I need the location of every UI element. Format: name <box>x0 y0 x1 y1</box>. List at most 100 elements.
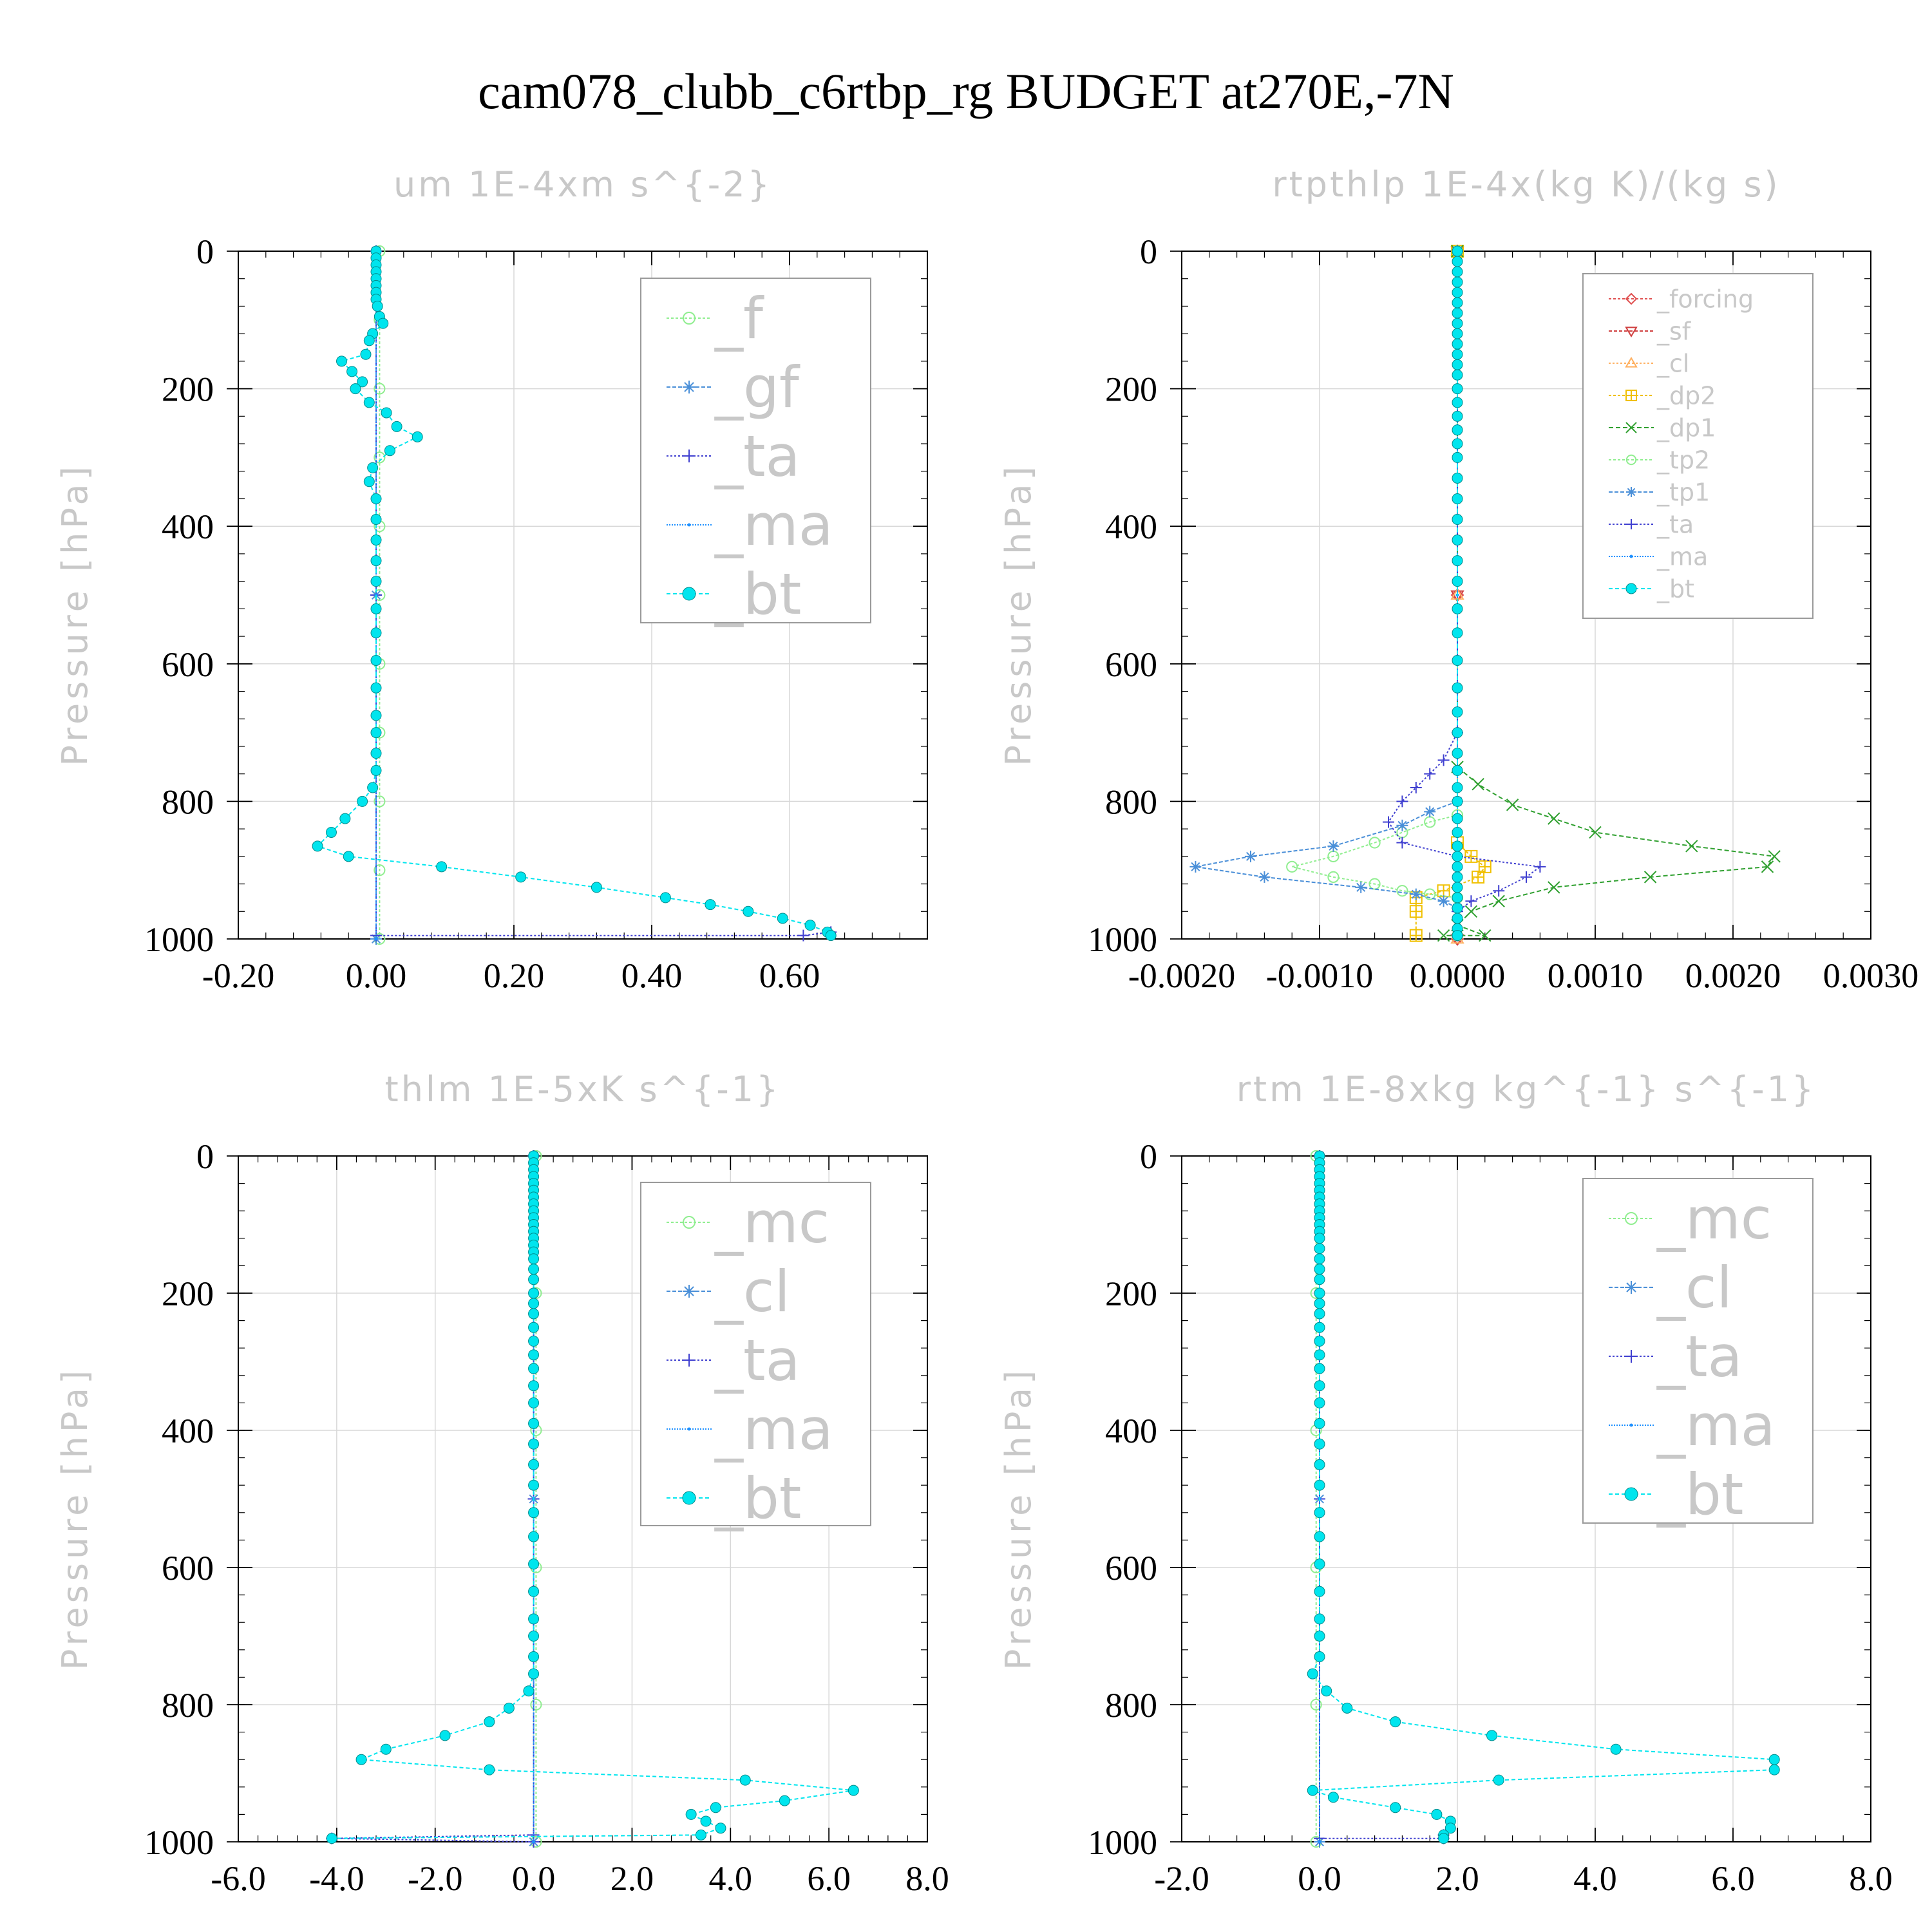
data-point <box>350 383 361 395</box>
data-point <box>1610 1743 1622 1755</box>
data-point <box>528 1349 540 1361</box>
legend-marker <box>1625 1281 1638 1294</box>
data-point <box>370 493 382 504</box>
y-tick-label: 200 <box>1105 370 1157 409</box>
data-point <box>1314 1631 1325 1642</box>
series <box>1383 245 1546 942</box>
data-point <box>1314 1586 1325 1597</box>
data-point <box>743 905 754 917</box>
data-point <box>1314 1613 1325 1625</box>
legend-label: _cl <box>714 1258 790 1325</box>
legend-marker <box>683 381 696 393</box>
y-tick-label: 800 <box>1105 1686 1157 1725</box>
x-tick-label: 0.0 <box>1298 1859 1341 1898</box>
data-point <box>1478 860 1492 873</box>
data-point <box>685 1808 697 1820</box>
data-point <box>1548 812 1560 825</box>
y-tick-label: 800 <box>162 1686 214 1725</box>
data-point <box>1452 424 1463 436</box>
data-point <box>370 654 382 666</box>
data-point <box>1314 1233 1325 1244</box>
legend-marker <box>682 587 696 601</box>
chart-panel: -2.0 0.0 2.0 4.0 6.0 8.0 0 200 400 600 800 1000 rtm … <box>998 1069 1893 1898</box>
data-point <box>363 335 375 346</box>
legend-label: _ta <box>1656 510 1694 538</box>
legend-label: _ma <box>1656 542 1708 571</box>
data-point <box>1314 1298 1325 1309</box>
legend-marker <box>1629 554 1633 558</box>
data-point <box>528 1264 540 1275</box>
series-line <box>1291 251 1458 936</box>
data-point <box>1452 397 1463 408</box>
data-point <box>1452 902 1463 914</box>
data-point <box>528 1321 540 1333</box>
y-tick-label: 1000 <box>144 920 214 959</box>
legend-marker <box>683 1216 696 1229</box>
data-point <box>1452 451 1463 463</box>
data-point <box>1314 1651 1325 1662</box>
y-tick-label: 200 <box>1105 1274 1157 1313</box>
data-point <box>528 1417 540 1429</box>
legend-label: _f <box>714 285 764 352</box>
data-point <box>370 682 382 694</box>
data-point <box>374 383 386 395</box>
series <box>312 245 837 942</box>
legend-box <box>1582 1178 1814 1524</box>
y-tick-label: 400 <box>1105 1412 1157 1450</box>
data-point <box>1410 888 1422 900</box>
series-line <box>1387 251 1542 936</box>
data-point <box>1452 840 1463 852</box>
data-point <box>1314 1336 1325 1347</box>
legend-marker <box>1625 454 1637 466</box>
series <box>1437 245 1781 942</box>
data-point <box>1452 493 1463 504</box>
x-tick-label: 4.0 <box>709 1859 753 1898</box>
data-point <box>1424 888 1436 900</box>
series-line <box>1415 251 1486 936</box>
data-point <box>659 892 671 904</box>
data-point <box>1409 905 1423 918</box>
y-axis-label: Pressure [hPa] <box>55 462 95 766</box>
data-point <box>374 593 378 597</box>
data-point <box>1452 871 1463 883</box>
data-point <box>848 1785 859 1796</box>
data-point <box>325 826 337 838</box>
y-tick-label: 200 <box>162 370 214 409</box>
data-point <box>1452 297 1463 308</box>
data-point <box>1390 1802 1401 1814</box>
data-point <box>1368 837 1381 849</box>
data-point <box>1314 1274 1325 1285</box>
data-point <box>370 576 382 587</box>
data-point <box>339 813 351 824</box>
data-point <box>370 514 382 526</box>
x-tick-label: 6.0 <box>807 1859 851 1898</box>
legend-box <box>640 278 871 623</box>
plot-frame <box>1181 251 1871 940</box>
data-point <box>1452 706 1463 718</box>
y-tick-label: 1000 <box>1088 920 1157 959</box>
data-point <box>528 1438 540 1450</box>
data-point <box>370 555 382 567</box>
x-tick-label: 0.0010 <box>1548 956 1643 995</box>
data-point <box>1452 266 1463 278</box>
data-point <box>1464 905 1478 918</box>
data-point <box>777 913 788 924</box>
chart-panel: -6.0 -4.0 -2.0 0.0 2.0 4.0 6.0 8.0 0 200 400 600 800… <box>55 1069 949 1898</box>
legend: _f_gf_ta_ma_bt <box>640 278 871 627</box>
data-point <box>1452 359 1463 370</box>
data-point <box>779 1795 790 1806</box>
data-point <box>1314 1438 1325 1450</box>
data-point <box>1314 1363 1325 1374</box>
data-point <box>530 1698 542 1711</box>
legend: _forcing _sf _cl _dp2 _dp1 _tp2 _tp1 _ta _ma _bt <box>1582 273 1814 619</box>
data-point <box>1314 1507 1325 1519</box>
data-point <box>370 603 382 614</box>
data-point <box>1452 727 1463 739</box>
legend-label: _sf <box>1656 317 1692 345</box>
legend-label: _mc <box>1656 1186 1772 1252</box>
data-point <box>484 1764 495 1776</box>
legend-marker <box>683 450 696 462</box>
legend-label: _mc <box>714 1189 829 1256</box>
data-point <box>528 1631 540 1642</box>
